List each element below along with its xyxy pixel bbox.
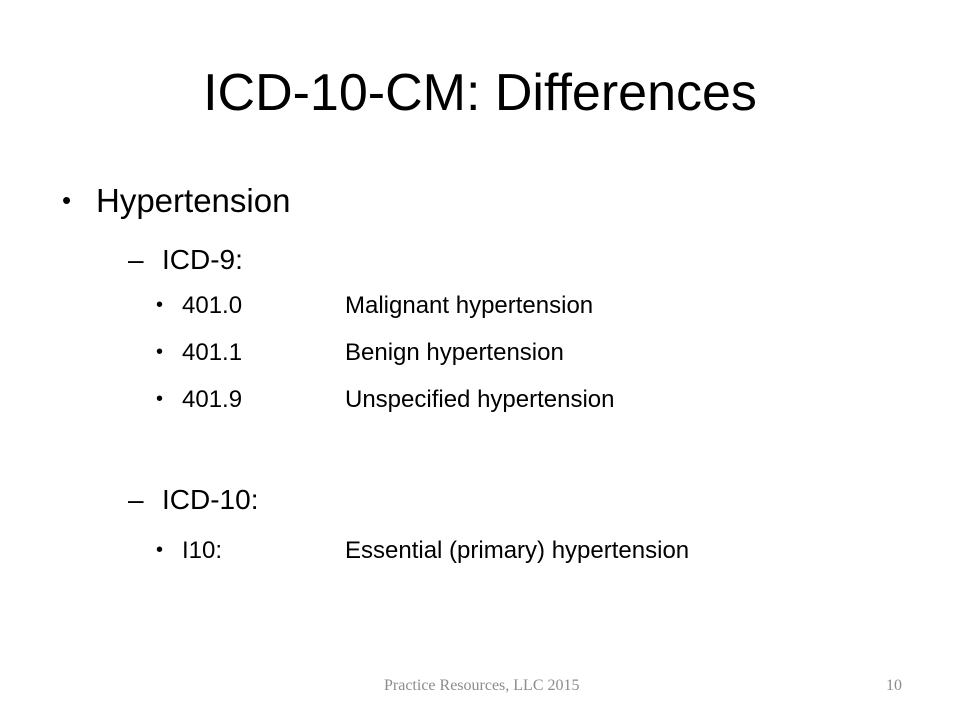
icd-description: Unspecified hypertension	[345, 386, 615, 413]
list-item: • I10: Essential (primary) hypertension	[156, 534, 689, 567]
slide-title: ICD-10-CM: Differences	[203, 64, 757, 122]
icd-description: Essential (primary) hypertension	[345, 537, 690, 564]
footer-credit: Practice Resources, LLC 2015	[384, 677, 580, 694]
topic-bullet: • Hypertension	[62, 178, 290, 223]
dash-icon: –	[128, 484, 144, 515]
icd-description: Benign hypertension	[345, 339, 564, 366]
icd-code: 401.0	[182, 292, 243, 319]
icd-description: Malignant hypertension	[345, 292, 594, 319]
icd-code: 401.1	[182, 339, 243, 366]
dash-icon: –	[128, 244, 144, 275]
list-item: • 401.1 Benign hypertension	[156, 336, 564, 369]
icd-code: I10:	[182, 537, 223, 564]
icd9-heading-label: ICD-9:	[162, 244, 243, 275]
topic-label: Hypertension	[96, 182, 291, 219]
list-item: • 401.9 Unspecified hypertension	[156, 383, 615, 416]
slide-footer: Practice Resources, LLC 2015 10	[0, 677, 960, 701]
bullet-icon: •	[156, 294, 164, 316]
page-number: 10	[886, 677, 902, 694]
icd10-heading: – ICD-10:	[128, 482, 258, 518]
list-item: • 401.0 Malignant hypertension	[156, 289, 593, 322]
icd9-heading: – ICD-9:	[128, 242, 243, 278]
bullet-icon: •	[156, 539, 164, 561]
bullet-icon: •	[156, 341, 164, 363]
icd-code: 401.9	[182, 386, 243, 413]
icd10-heading-label: ICD-10:	[162, 484, 259, 515]
bullet-icon: •	[62, 185, 72, 215]
bullet-icon: •	[156, 388, 164, 410]
